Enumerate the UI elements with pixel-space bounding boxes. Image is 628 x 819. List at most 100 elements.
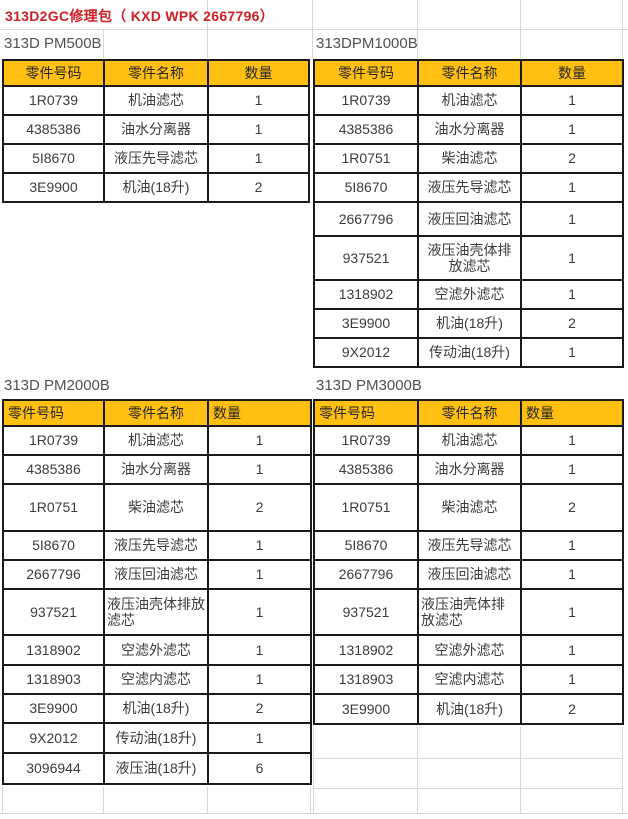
- grid-line: [2, 787, 3, 813]
- column-header: 零件名称: [417, 399, 522, 427]
- table-row: 1318902 空滤外滤芯 1: [313, 279, 624, 310]
- quantity-cell: 1: [520, 235, 624, 281]
- part-number-cell: 3E9900: [313, 693, 419, 725]
- grid-line: [0, 29, 628, 30]
- quantity-cell: 2: [207, 693, 312, 724]
- part-name-cell: 机油(18升): [417, 308, 522, 339]
- part-number-cell: 3096944: [2, 752, 105, 785]
- table-row: 3E9900 机油(18升) 2: [313, 308, 624, 339]
- part-name-cell: 油水分离器: [417, 114, 522, 145]
- part-number-cell: 1R0739: [2, 425, 105, 456]
- quantity-cell: 2: [520, 693, 624, 725]
- parts-table-pm1000b: 零件号码 零件名称 数量 1R0739 机油滤芯 1 4385386 油水分离器 1 1R075…: [313, 59, 624, 368]
- part-name-cell: 液压回油滤芯: [417, 559, 522, 590]
- part-name-cell: 机油滤芯: [103, 85, 209, 116]
- part-number-cell: 1318902: [313, 279, 419, 310]
- page-title: 313D2GC修理包（ KXD WPK 2667796）: [5, 8, 275, 24]
- part-name-cell: 传动油(18升): [417, 337, 522, 368]
- grid-line: [207, 787, 208, 813]
- quantity-cell: 1: [207, 588, 312, 636]
- table-row: 9X2012 传动油(18升) 1: [313, 337, 624, 368]
- part-name-cell: 柴油滤芯: [103, 483, 209, 532]
- quantity-cell: 1: [207, 85, 310, 116]
- table-row: 3096944 液压油(18升) 6: [2, 752, 312, 785]
- column-header: 零件名称: [103, 399, 209, 427]
- part-number-cell: 937521: [313, 588, 419, 636]
- table-row: 3E9900 机油(18升) 2: [313, 693, 624, 725]
- part-name-cell: 柴油滤芯: [417, 483, 522, 532]
- column-header: 数量: [520, 59, 624, 87]
- quantity-cell: 2: [520, 483, 624, 532]
- quantity-cell: 1: [520, 201, 624, 237]
- part-number-cell: 937521: [2, 588, 105, 636]
- table-row: 4385386 油水分离器 1: [313, 114, 624, 145]
- column-header: 零件号码: [2, 399, 105, 427]
- part-name-cell: 液压油壳体排放滤芯: [103, 588, 209, 636]
- part-number-cell: 9X2012: [313, 337, 419, 368]
- grid-line: [313, 788, 622, 789]
- table-row: 1R0739 机油滤芯 1: [2, 425, 312, 456]
- part-number-cell: 4385386: [2, 114, 105, 145]
- part-name-cell: 油水分离器: [103, 114, 209, 145]
- part-number-cell: 1318903: [2, 664, 105, 695]
- part-name-cell: 空滤内滤芯: [103, 664, 209, 695]
- part-number-cell: 5I8670: [2, 530, 105, 561]
- part-name-cell: 空滤外滤芯: [417, 634, 522, 666]
- table-label-pm2000b: 313D PM2000B: [4, 377, 110, 394]
- table-row: 1318902 空滤外滤芯 1: [2, 634, 312, 666]
- quantity-cell: 1: [207, 114, 310, 145]
- quantity-cell: 2: [207, 172, 310, 203]
- table-row: 1R0751 柴油滤芯 2: [313, 143, 624, 174]
- table-row: 1318902 空滤外滤芯 1: [313, 634, 624, 666]
- table-row: 5I8670 液压先导滤芯 1: [313, 172, 624, 203]
- quantity-cell: 1: [520, 454, 624, 485]
- part-name-cell: 液压油(18升): [103, 752, 209, 785]
- part-number-cell: 1R0739: [313, 425, 419, 456]
- table-row: 937521 液压油壳体排放滤芯 1: [313, 235, 624, 281]
- table-row: 937521 液压油壳体排放滤芯 1: [2, 588, 312, 636]
- part-name-cell: 柴油滤芯: [417, 143, 522, 174]
- grid-line: [622, 727, 623, 813]
- quantity-cell: 1: [520, 530, 624, 561]
- part-name-cell: 液压先导滤芯: [417, 530, 522, 561]
- part-number-cell: 1318902: [313, 634, 419, 666]
- quantity-cell: 1: [207, 143, 310, 174]
- part-number-cell: 5I8670: [313, 172, 419, 203]
- part-name-cell: 空滤内滤芯: [417, 664, 522, 695]
- quantity-cell: 1: [520, 85, 624, 116]
- quantity-cell: 1: [520, 425, 624, 456]
- part-name-cell: 空滤外滤芯: [417, 279, 522, 310]
- part-number-cell: 1318902: [2, 634, 105, 666]
- table-row: 5I8670 液压先导滤芯 1: [2, 530, 312, 561]
- part-name-cell: 传动油(18升): [103, 722, 209, 754]
- table-row: 1R0751 柴油滤芯 2: [2, 483, 312, 532]
- part-number-cell: 3E9900: [313, 308, 419, 339]
- column-header: 零件号码: [313, 59, 419, 87]
- quantity-cell: 1: [207, 425, 312, 456]
- grid-line: [417, 727, 418, 813]
- quantity-cell: 1: [207, 454, 312, 485]
- part-number-cell: 1R0751: [313, 143, 419, 174]
- part-name-cell: 机油滤芯: [417, 425, 522, 456]
- grid-line: [310, 787, 311, 813]
- part-number-cell: 1R0751: [313, 483, 419, 532]
- part-number-cell: 5I8670: [313, 530, 419, 561]
- table-row: 1R0739 机油滤芯 1: [2, 85, 310, 116]
- parts-table-pm3000b: 零件号码 零件名称 数量 1R0739 机油滤芯 1 4385386 油水分离器 1 1R075…: [313, 399, 624, 725]
- part-name-cell: 液压先导滤芯: [103, 143, 209, 174]
- part-number-cell: 4385386: [2, 454, 105, 485]
- table-row: 5I8670 液压先导滤芯 1: [313, 530, 624, 561]
- part-name-cell: 液压先导滤芯: [103, 530, 209, 561]
- part-name-cell: 液压回油滤芯: [103, 559, 209, 590]
- part-name-cell: 液压先导滤芯: [417, 172, 522, 203]
- header-row: 零件号码 零件名称 数量: [2, 399, 312, 427]
- grid-line: [520, 727, 521, 813]
- header-row: 零件号码 零件名称 数量: [313, 59, 624, 87]
- part-number-cell: 9X2012: [2, 722, 105, 754]
- quantity-cell: 1: [520, 337, 624, 368]
- table-row: 2667796 液压回油滤芯 1: [2, 559, 312, 590]
- grid-line: [313, 758, 622, 759]
- part-name-cell: 液压油壳体排放滤芯: [417, 588, 522, 636]
- grid-line: [103, 787, 104, 813]
